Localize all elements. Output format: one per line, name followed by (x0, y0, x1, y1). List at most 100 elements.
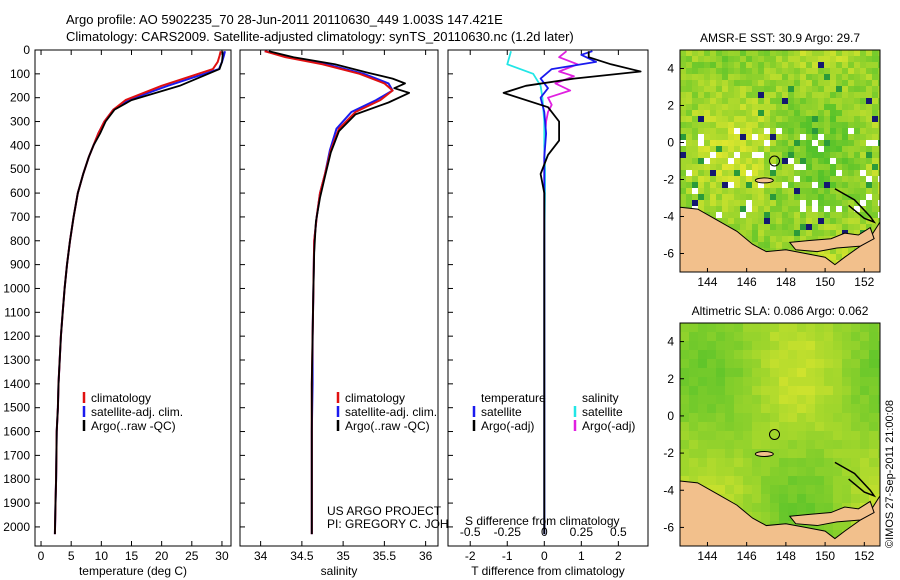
sla-map-cell (752, 458, 762, 468)
sst-map-cell (860, 62, 867, 69)
sla-map-cell (761, 485, 771, 495)
sst-map-cell (710, 80, 717, 87)
sst-map-cell (746, 200, 753, 207)
sst-map-cell (806, 116, 813, 123)
sst-map-cell (860, 176, 867, 183)
sst-map-cell (704, 98, 711, 105)
sst-map-cell (680, 56, 687, 63)
sst-map-cell (854, 182, 861, 189)
sst-map-cell (704, 152, 711, 159)
sst-map-cell (716, 98, 723, 105)
sst-map-cell (758, 218, 765, 225)
sst-map-cell (752, 218, 759, 225)
sst-map-cell (788, 104, 795, 111)
difference-legend-s-satellite-label: satellite (582, 405, 623, 419)
figure-title-line2: Climatology: CARS2009. Satellite-adjuste… (66, 29, 574, 44)
temperature-xtick-label: 15 (125, 549, 139, 563)
sst-map-cell (734, 206, 741, 213)
sst-map-cell (686, 158, 693, 165)
sst-map-cell (722, 158, 729, 165)
sla-map-cell (770, 494, 780, 504)
sst-map-cell (758, 224, 765, 231)
sst-map-cell (728, 68, 735, 75)
sst-map-cell (800, 230, 807, 237)
sst-map-cell (722, 128, 729, 135)
sst-map-cell (698, 194, 705, 201)
sla-map-cell (797, 359, 807, 369)
sst-map-cell (722, 74, 729, 81)
sla-map-cell (869, 485, 879, 495)
difference-legend-temperature-title: temperature (481, 391, 546, 405)
sst-map-cell (734, 194, 741, 201)
sst-map-cell (818, 122, 825, 129)
temperature-argo-line (54, 51, 224, 535)
sst-map-cell (800, 182, 807, 189)
sst-map-cell (770, 170, 777, 177)
sst-map-cell (770, 122, 777, 129)
sst-map-cell (866, 152, 873, 159)
sst-map-cell (854, 116, 861, 123)
sst-map-cell (872, 80, 879, 87)
sla-map-cell (734, 386, 744, 396)
sst-map-cell (692, 50, 699, 57)
sst-map-ytick-label: -2 (663, 173, 674, 187)
sst-map-cell (794, 62, 801, 69)
depth-tick-label: 1300 (3, 353, 30, 367)
depth-tick-label: 600 (10, 186, 30, 200)
sst-map-cell (692, 116, 699, 123)
sla-map-cell (761, 467, 771, 477)
sst-map-cell (824, 224, 831, 231)
sst-map-cell (830, 134, 837, 141)
sst-map-cell (776, 92, 783, 99)
sst-map-cell (794, 140, 801, 147)
sst-map-cell (740, 200, 747, 207)
sst-map-cell (872, 224, 879, 231)
sla-map-cell (779, 512, 789, 522)
sst-map-cell (734, 164, 741, 171)
sst-map-cell (806, 134, 813, 141)
sst-map-cell (854, 206, 861, 213)
sst-map-cell (860, 188, 867, 195)
sla-map-cell (842, 386, 852, 396)
sla-map-cell (689, 377, 699, 387)
sla-map-cell (725, 386, 735, 396)
sst-map-cell (764, 122, 771, 129)
sst-map-cell (770, 164, 777, 171)
sst-map-cell (776, 50, 783, 57)
sla-map-cell (833, 332, 843, 342)
sst-map-land-manus (754, 177, 774, 184)
sst-map-cell (854, 122, 861, 129)
sst-map-cell (770, 86, 777, 93)
sst-map-cell (806, 140, 813, 147)
sst-map-cell (872, 122, 879, 129)
sst-map-cell (758, 80, 765, 87)
sst-map-cell (776, 146, 783, 153)
sst-map-cell (806, 176, 813, 183)
sst-map-cell (824, 254, 831, 261)
sst-map-cell (842, 122, 849, 129)
sst-map-cell (704, 182, 711, 189)
sst-map-cell (854, 62, 861, 69)
sst-map-title: AMSR-E SST: 30.9 Argo: 29.7 (700, 31, 860, 45)
sst-map-cell (854, 74, 861, 81)
sla-map-cell (788, 476, 798, 486)
salinity-xtick-label: 36 (419, 549, 433, 563)
sla-map-cell (806, 350, 816, 360)
sst-map-cell (758, 104, 765, 111)
sla-map-cell (815, 458, 825, 468)
salinity-diff-xtick-label: -0.5 (460, 525, 481, 539)
sla-map-cell (707, 476, 717, 486)
sst-map-cell (836, 230, 843, 237)
sst-map-cell (878, 50, 880, 57)
sla-map-cell (851, 494, 861, 504)
sst-map-cell (866, 194, 873, 201)
sst-map-cell (824, 152, 831, 159)
sst-map-cell (692, 110, 699, 117)
sst-map-cell (752, 134, 759, 141)
sla-map-cell (689, 449, 699, 459)
sst-map-cell (860, 134, 867, 141)
sst-map-cell (734, 170, 741, 177)
sst-map-cell (746, 50, 753, 57)
sla-map-cell (833, 422, 843, 432)
sst-map-cell (806, 80, 813, 87)
